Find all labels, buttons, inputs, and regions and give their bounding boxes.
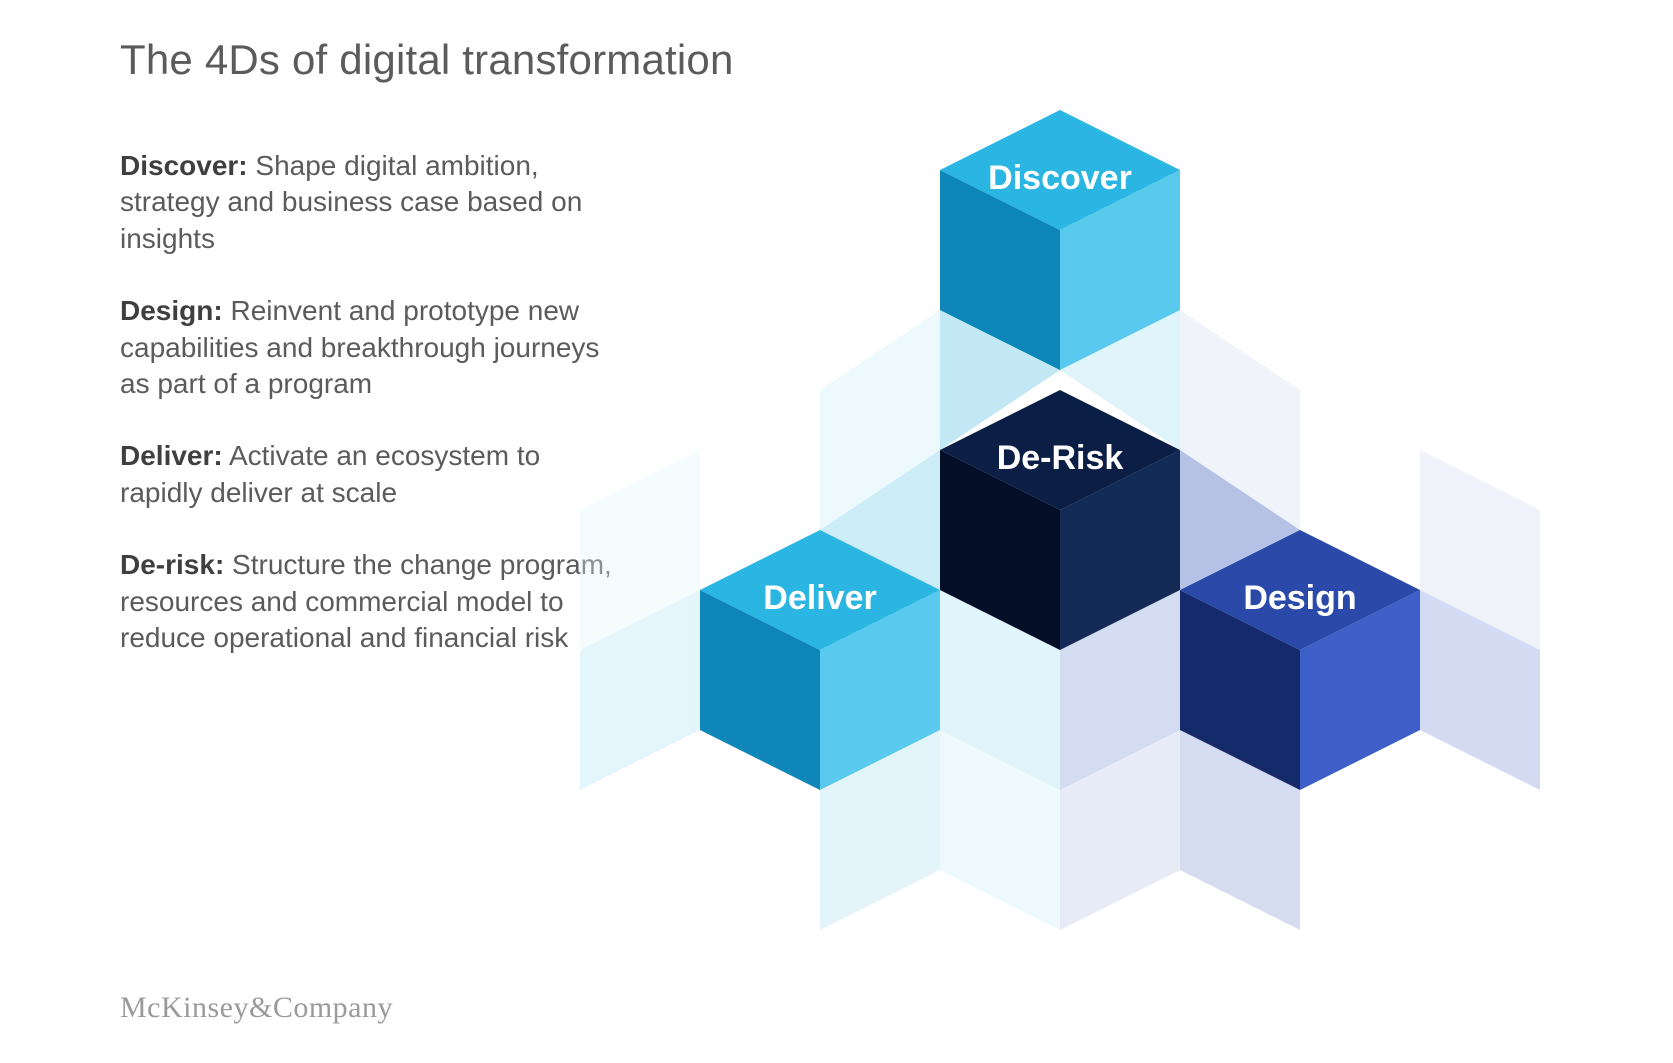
page: The 4Ds of digital transformation Discov… (0, 0, 1673, 1063)
svg-text:Deliver: Deliver (763, 579, 876, 617)
term-derisk: De-risk: (120, 549, 224, 580)
definitions-list: Discover: Shape digital ambition, strate… (120, 120, 620, 692)
definition-deliver: Deliver: Activate an ecosystem to rapidl… (120, 438, 620, 511)
svg-text:De-Risk: De-Risk (997, 439, 1124, 477)
page-title: The 4Ds of digital transformation (120, 36, 734, 84)
mckinsey-logo: McKinsey&Company (120, 991, 393, 1025)
cubes-diagram: Discover Deliver Design De-Risk (560, 110, 1560, 960)
term-discover: Discover: (120, 150, 248, 181)
svg-text:Design: Design (1243, 579, 1356, 617)
svg-text:Discover: Discover (988, 159, 1132, 197)
term-design: Design: (120, 295, 223, 326)
definition-derisk: De-risk: Structure the change program, r… (120, 547, 620, 656)
definition-discover: Discover: Shape digital ambition, strate… (120, 148, 620, 257)
definition-design: Design: Reinvent and prototype new capab… (120, 293, 620, 402)
term-deliver: Deliver: (120, 440, 223, 471)
cubes-svg: Discover Deliver Design De-Risk (560, 110, 1560, 960)
